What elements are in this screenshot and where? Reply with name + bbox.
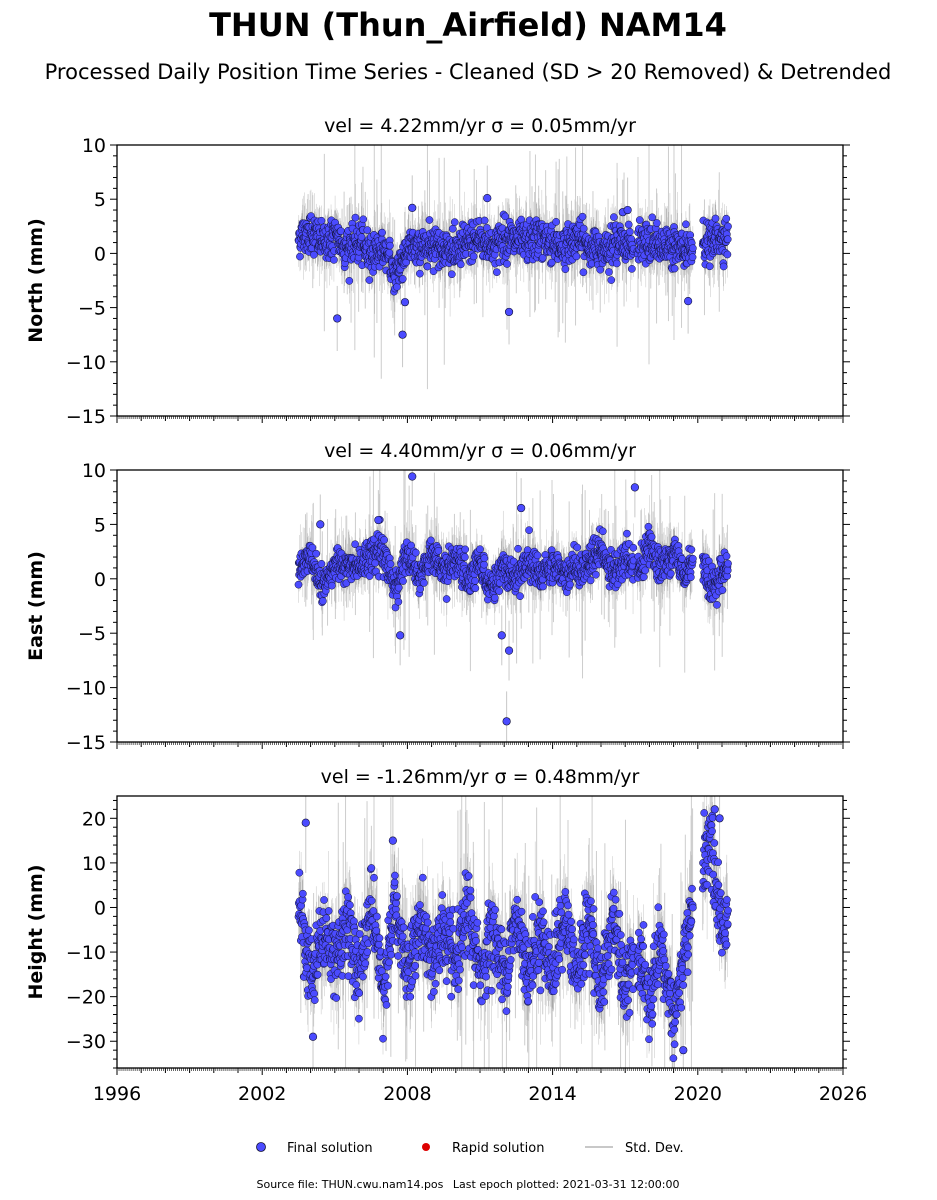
data-point xyxy=(296,252,304,261)
outlier-point xyxy=(398,330,407,339)
ylabel-east: East (mm) xyxy=(25,551,47,661)
data-point xyxy=(552,218,560,226)
data-point xyxy=(723,250,732,259)
data-point xyxy=(456,260,465,269)
data-point xyxy=(635,216,644,224)
panel-title-east: vel = 4.40mm/yr σ = 0.06mm/yr xyxy=(324,440,636,462)
data-point xyxy=(345,277,354,285)
data-point xyxy=(579,224,588,233)
data-point xyxy=(385,248,394,257)
data-point xyxy=(378,228,386,237)
outlier-point xyxy=(408,203,417,212)
data-point xyxy=(363,226,372,234)
data-point xyxy=(308,543,317,552)
outlier-point xyxy=(333,314,342,323)
data-point xyxy=(393,283,401,291)
data-point xyxy=(711,214,720,223)
outlier-point xyxy=(504,307,514,317)
data-point xyxy=(625,228,634,236)
plot-frame-north xyxy=(116,144,844,417)
data-point xyxy=(648,213,657,222)
data-point xyxy=(578,212,587,221)
y-tick-label: −5 xyxy=(78,298,106,320)
panel-north: vel = 4.22mm/yr σ = 0.05mm/yr North (mm) 1… xyxy=(25,115,850,428)
outlier-point xyxy=(623,205,632,215)
data-point xyxy=(294,580,303,589)
y-tick-label: −10 xyxy=(66,352,106,374)
data-point xyxy=(547,258,556,267)
data-point xyxy=(501,212,510,221)
data-point xyxy=(605,268,613,276)
data-point xyxy=(310,250,318,259)
data-point xyxy=(351,213,360,222)
data-point xyxy=(719,262,728,271)
final-points-north xyxy=(294,194,732,339)
data-point xyxy=(328,581,336,590)
data-point xyxy=(319,597,327,605)
data-point xyxy=(359,215,368,224)
panel-title-north: vel = 4.22mm/yr σ = 0.05mm/yr xyxy=(324,115,636,137)
outlier-point xyxy=(400,298,410,307)
data-point xyxy=(705,262,714,271)
data-point xyxy=(357,233,366,241)
data-point xyxy=(596,265,605,274)
data-point xyxy=(723,235,732,244)
y-tick-label: −15 xyxy=(66,406,106,428)
data-point xyxy=(689,244,697,253)
data-point xyxy=(365,276,374,284)
data-point xyxy=(447,270,456,279)
outlier-point xyxy=(684,296,693,306)
data-point xyxy=(448,224,457,233)
data-point xyxy=(682,220,690,229)
data-point xyxy=(351,540,359,549)
data-point xyxy=(423,262,432,271)
data-point xyxy=(317,216,326,225)
data-point xyxy=(480,216,489,225)
y-tick-label: 10 xyxy=(82,135,106,157)
data-point xyxy=(722,214,731,223)
data-point xyxy=(450,218,459,226)
y-tick-label: 5 xyxy=(94,189,106,211)
data-point xyxy=(425,216,434,224)
panels: vel = 4.22mm/yr σ = 0.05mm/yr North (mm) 1… xyxy=(25,115,867,1105)
figure-subtitle: Processed Daily Position Time Series - C… xyxy=(45,60,892,84)
data-point xyxy=(312,549,321,558)
y-tick-label: 0 xyxy=(94,243,106,265)
data-point xyxy=(503,260,511,268)
data-point xyxy=(469,252,478,261)
ylabel-north: North (mm) xyxy=(25,218,47,343)
data-point xyxy=(688,253,697,262)
data-point xyxy=(330,256,338,264)
data-point xyxy=(610,213,618,221)
data-point xyxy=(398,275,407,283)
data-point xyxy=(538,253,547,262)
data-point xyxy=(561,265,570,274)
data-point xyxy=(624,220,633,229)
data-point xyxy=(416,269,424,278)
data-point xyxy=(572,252,581,261)
data-point xyxy=(628,265,636,273)
data-point xyxy=(386,241,394,250)
outlier-point xyxy=(483,194,492,203)
data-point xyxy=(670,264,679,273)
data-point xyxy=(492,268,501,276)
data-point xyxy=(612,259,621,268)
data-point xyxy=(653,219,661,227)
data-point xyxy=(724,222,732,231)
data-point xyxy=(607,276,616,284)
data-point xyxy=(579,268,588,277)
data-point xyxy=(317,559,326,568)
final-points-east xyxy=(294,472,732,726)
figure-title: THUN (Thun_Airfield) NAM14 xyxy=(209,6,727,44)
